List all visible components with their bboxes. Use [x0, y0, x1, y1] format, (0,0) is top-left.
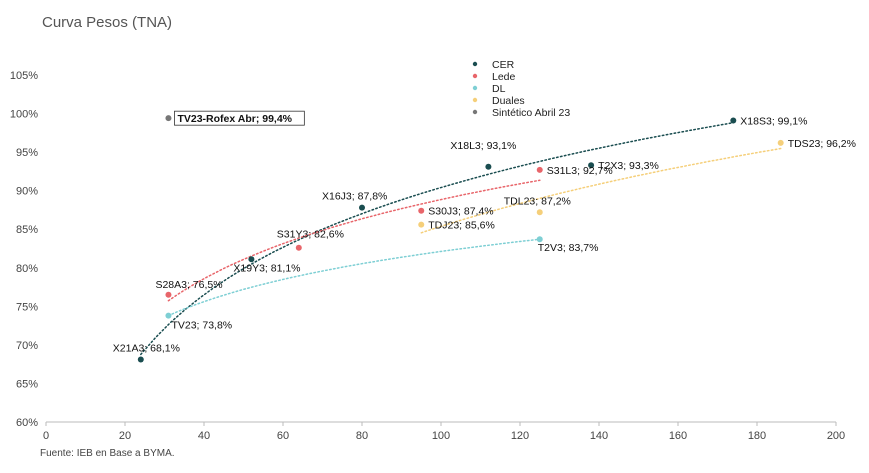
- data-label: TDL23; 87,2%: [504, 195, 571, 207]
- x-tick-label: 160: [669, 430, 687, 442]
- legend-marker: [472, 97, 478, 103]
- data-label: S28A3; 76,5%: [155, 279, 222, 291]
- legend-label: Duales: [492, 95, 525, 107]
- data-point-lede: [418, 207, 425, 214]
- legend-marker: [472, 85, 478, 91]
- source-note: Fuente: IEB en Base a BYMA.: [40, 448, 175, 459]
- data-point-duales: [418, 221, 425, 228]
- data-point-lede: [165, 291, 172, 298]
- x-tick-label: 20: [119, 430, 131, 442]
- y-tick-label: 60%: [16, 417, 38, 429]
- data-label: X19Y3; 81,1%: [233, 262, 300, 274]
- y-tick-label: 100%: [10, 109, 38, 121]
- legend-label: Sintético Abril 23: [492, 107, 570, 119]
- x-tick-label: 140: [590, 430, 608, 442]
- x-tick-label: 60: [277, 430, 289, 442]
- legend-label: CER: [492, 59, 515, 71]
- data-label: TDS23; 96,2%: [788, 138, 856, 150]
- data-point-duales: [536, 209, 543, 216]
- data-label: S31L3; 92,7%: [547, 165, 613, 177]
- data-label: T2V3; 83,7%: [538, 242, 599, 254]
- y-tick-label: 75%: [16, 301, 38, 313]
- data-label: S30J3; 87,4%: [428, 206, 493, 218]
- y-tick-label: 105%: [10, 70, 38, 82]
- legend-label: Lede: [492, 71, 516, 83]
- y-tick-label: 95%: [16, 147, 38, 159]
- trendline-dl: [167, 238, 541, 317]
- x-tick-label: 0: [43, 430, 49, 442]
- y-tick-label: 90%: [16, 186, 38, 198]
- legend-marker: [472, 61, 478, 67]
- data-point-lede: [295, 244, 302, 251]
- data-point-duales: [777, 139, 784, 146]
- data-point-cer: [588, 162, 595, 169]
- data-point-cer: [137, 356, 144, 363]
- data-label: X21A3; 68,1%: [113, 343, 180, 355]
- legend-label: DL: [492, 83, 506, 95]
- x-tick-label: 200: [827, 430, 845, 442]
- trendline-cer: [140, 121, 735, 356]
- trendline-lede: [167, 179, 541, 302]
- y-tick-label: 65%: [16, 378, 38, 390]
- x-tick-label: 80: [356, 430, 368, 442]
- data-label: X18S3; 99,1%: [740, 115, 807, 127]
- data-point-cer: [248, 256, 255, 263]
- data-point-cer: [359, 204, 365, 211]
- trendline-duales: [420, 147, 782, 234]
- x-tick-label: 40: [198, 430, 210, 442]
- data-point-cer: [730, 117, 737, 124]
- y-tick-label: 80%: [16, 263, 38, 275]
- data-point-lede: [536, 166, 543, 173]
- data-label: X18L3; 93,1%: [450, 140, 516, 152]
- x-tick-label: 120: [511, 430, 529, 442]
- y-tick-label: 85%: [16, 224, 38, 236]
- data-label: TV23; 73,8%: [171, 320, 232, 332]
- data-point-sint-tico-abril-23: [165, 115, 172, 122]
- legend-marker: [472, 73, 478, 79]
- data-point-dl: [536, 236, 543, 243]
- y-tick-label: 70%: [16, 340, 38, 352]
- x-tick-label: 180: [748, 430, 766, 442]
- data-label: X16J3; 87,8%: [322, 191, 387, 203]
- chart-title: Curva Pesos (TNA): [42, 14, 173, 31]
- data-label: TV23-Rofex Abr; 99,4%: [177, 113, 292, 125]
- x-tick-label: 100: [432, 430, 450, 442]
- data-label: T2X3; 93,3%: [598, 160, 659, 172]
- data-label: S31Y3; 82,6%: [277, 229, 344, 241]
- data-point-cer: [485, 163, 492, 170]
- data-point-dl: [165, 312, 172, 319]
- data-label-box: [174, 110, 305, 126]
- legend-marker: [472, 109, 478, 115]
- data-label: TDJ23; 85,6%: [428, 220, 495, 232]
